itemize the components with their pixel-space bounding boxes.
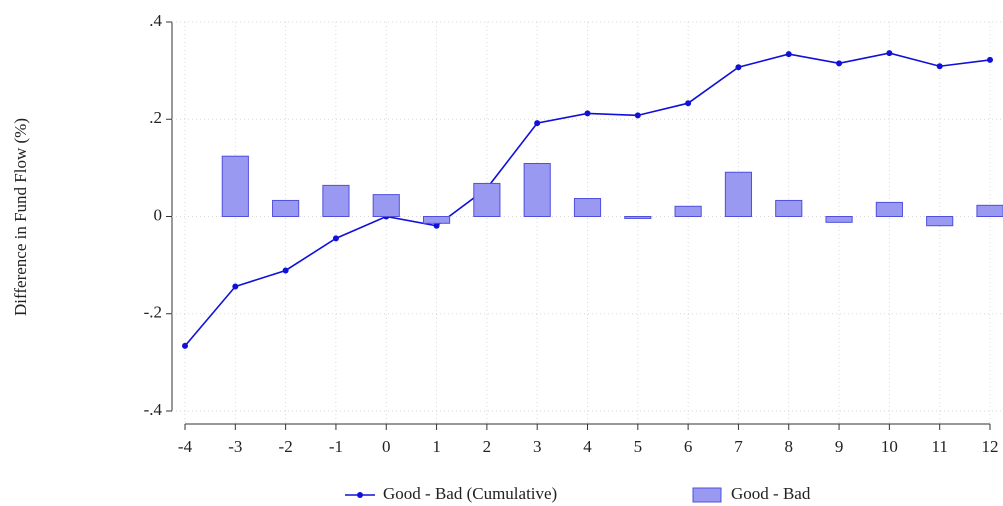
point [282, 267, 289, 274]
y-tick-label: -.4 [144, 400, 163, 419]
point [685, 100, 692, 107]
x-tick-label: -2 [279, 437, 293, 456]
legend-label: Good - Bad (Cumulative) [383, 484, 557, 503]
bar [573, 198, 602, 217]
bar [322, 184, 350, 218]
x-tick-label: 1 [432, 437, 441, 456]
bar [372, 194, 400, 217]
point [836, 60, 843, 67]
point [987, 56, 993, 63]
x-tick-label: 4 [583, 437, 592, 456]
point [584, 110, 591, 117]
bar [624, 216, 652, 219]
x-tick-label: 9 [835, 437, 844, 456]
x-tick-label: 5 [634, 437, 643, 456]
point [735, 64, 742, 71]
y-tick-label: -.2 [144, 303, 162, 322]
x-tick-label: -4 [178, 437, 193, 456]
point [182, 342, 188, 349]
bar [523, 162, 551, 217]
bar [674, 205, 702, 218]
bar [875, 201, 903, 217]
x-tick-label: -1 [329, 437, 343, 456]
legend-swatch [692, 487, 722, 503]
x-tick-label: -3 [228, 437, 242, 456]
x-tick-label: 11 [932, 437, 948, 456]
bar [775, 199, 803, 217]
bar [221, 155, 249, 217]
bar [724, 171, 753, 217]
bar [473, 182, 501, 217]
point [785, 51, 792, 58]
legend-label: Good - Bad [731, 484, 811, 503]
bar [825, 216, 853, 223]
legend-marker [357, 492, 363, 498]
point [634, 112, 641, 119]
x-tick-label: 2 [483, 437, 492, 456]
bar [272, 199, 300, 217]
point [936, 63, 943, 70]
x-tick-label: 0 [382, 437, 391, 456]
point [433, 222, 440, 229]
point [332, 235, 339, 242]
bar [422, 216, 451, 224]
y-axis-label: Difference in Fund Flow (%) [11, 118, 30, 316]
x-tick-label: 10 [881, 437, 898, 456]
x-tick-label: 3 [533, 437, 542, 456]
point [534, 120, 541, 127]
bar [976, 204, 1003, 218]
y-tick-label: 0 [154, 205, 163, 224]
x-tick-label: 7 [734, 437, 743, 456]
bar [926, 216, 954, 227]
x-tick-label: 6 [684, 437, 693, 456]
y-tick-label: .4 [149, 11, 162, 30]
x-tick-label: 8 [785, 437, 794, 456]
point [886, 50, 893, 57]
x-tick-label: 12 [982, 437, 999, 456]
point [232, 283, 239, 290]
y-tick-label: .2 [149, 108, 162, 127]
